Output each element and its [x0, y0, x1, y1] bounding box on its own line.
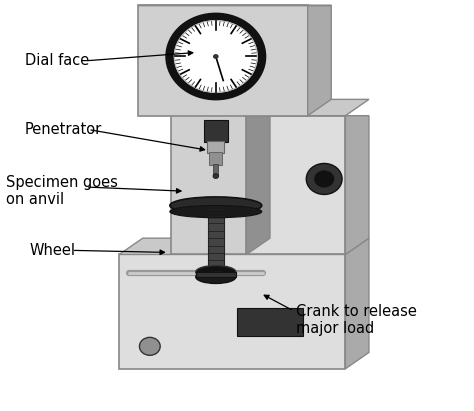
- Circle shape: [314, 170, 335, 188]
- FancyBboxPatch shape: [209, 152, 222, 165]
- FancyBboxPatch shape: [119, 254, 346, 369]
- Ellipse shape: [196, 270, 236, 284]
- Ellipse shape: [170, 206, 262, 218]
- Polygon shape: [246, 99, 270, 254]
- Circle shape: [174, 21, 257, 92]
- Circle shape: [306, 164, 342, 194]
- Circle shape: [213, 174, 219, 178]
- FancyBboxPatch shape: [171, 104, 246, 254]
- Polygon shape: [119, 238, 369, 254]
- FancyBboxPatch shape: [204, 120, 228, 142]
- Text: Wheel: Wheel: [30, 243, 76, 258]
- FancyBboxPatch shape: [207, 141, 224, 153]
- FancyBboxPatch shape: [237, 307, 303, 336]
- Polygon shape: [346, 115, 369, 254]
- Polygon shape: [246, 99, 369, 115]
- Text: Specimen goes
on anvil: Specimen goes on anvil: [6, 175, 118, 208]
- Circle shape: [139, 337, 160, 356]
- Polygon shape: [308, 5, 331, 115]
- FancyBboxPatch shape: [213, 164, 218, 176]
- Text: Dial face: Dial face: [25, 53, 89, 68]
- Circle shape: [166, 14, 265, 99]
- Ellipse shape: [196, 266, 236, 279]
- FancyBboxPatch shape: [208, 203, 224, 275]
- Text: Penetrator: Penetrator: [25, 122, 102, 137]
- Polygon shape: [346, 238, 369, 369]
- Circle shape: [213, 54, 219, 59]
- Text: Crank to release
major load: Crank to release major load: [296, 304, 417, 336]
- FancyBboxPatch shape: [138, 5, 308, 115]
- Ellipse shape: [170, 197, 262, 214]
- FancyBboxPatch shape: [246, 115, 346, 254]
- FancyBboxPatch shape: [196, 272, 236, 277]
